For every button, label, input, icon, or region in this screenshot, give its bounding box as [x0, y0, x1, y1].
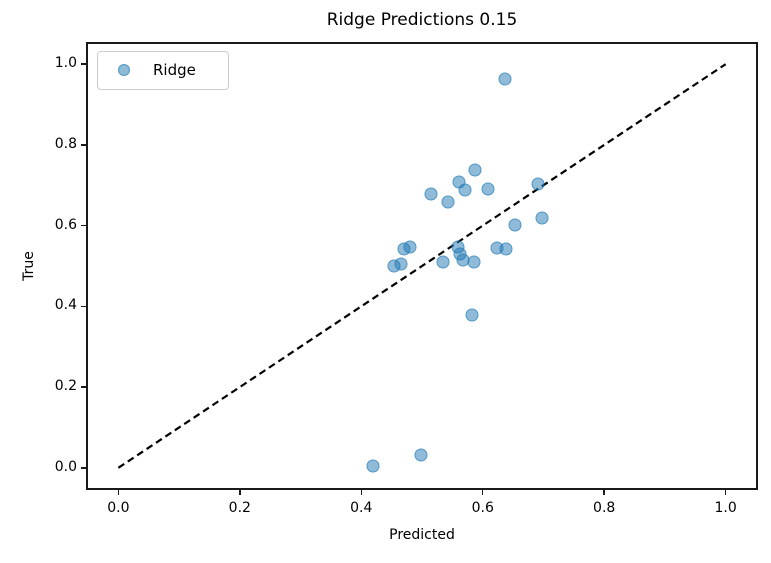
y-tick-label: 0.6 — [54, 216, 77, 233]
scatter-point — [424, 187, 438, 201]
chart-title: Ridge Predictions 0.15 — [326, 10, 518, 30]
scatter-point — [535, 211, 549, 225]
scatter-point — [481, 182, 495, 196]
scatter-point — [499, 242, 513, 256]
scatter-point — [441, 195, 454, 209]
x-tick-mark — [360, 490, 362, 495]
x-tick-label: 0.2 — [228, 500, 251, 516]
x-tick-mark — [482, 490, 484, 495]
scatter-point — [452, 175, 466, 189]
y-tick-label: 0.8 — [54, 135, 77, 152]
y-tick-label: 0.0 — [54, 458, 77, 475]
x-tick-mark — [239, 490, 241, 495]
scatter-point — [468, 163, 482, 177]
scatter-point — [531, 177, 545, 191]
x-tick-mark — [117, 490, 120, 495]
scatter-point — [394, 257, 408, 271]
legend-marker-icon — [118, 64, 130, 76]
x-tick-mark — [724, 490, 727, 495]
scatter-point — [414, 448, 428, 462]
x-tick-label: 0.0 — [107, 500, 130, 516]
x-tick-label: 1.0 — [714, 500, 737, 516]
y-tick-mark — [81, 63, 86, 65]
scatter-point — [465, 308, 479, 322]
x-tick-label: 0.6 — [471, 500, 494, 516]
y-tick-label: 0.4 — [54, 297, 77, 314]
y-tick-mark — [81, 305, 86, 308]
x-tick-label: 0.8 — [593, 500, 616, 516]
scatter-point — [508, 218, 522, 232]
legend: Ridge — [97, 51, 229, 90]
y-tick-mark — [81, 467, 86, 469]
scatter-point — [451, 240, 465, 254]
scatter-point — [403, 240, 417, 254]
x-axis-label: Predicted — [389, 527, 455, 543]
y-tick-mark — [81, 386, 86, 388]
legend-label: Ridge — [153, 61, 196, 79]
scatter-point — [498, 72, 512, 86]
identity-dashed-line — [117, 63, 727, 469]
y-tick-mark — [81, 144, 86, 146]
identity-line-layer — [117, 63, 727, 469]
plot-area: Ridge — [86, 42, 758, 490]
scatter-point — [436, 255, 450, 269]
scatter-point — [366, 459, 380, 473]
y-axis-label: True — [21, 251, 37, 281]
x-tick-mark — [603, 490, 605, 495]
y-tick-label: 0.2 — [54, 378, 77, 395]
y-tick-label: 1.0 — [54, 55, 77, 72]
scatter-point — [467, 255, 481, 269]
y-tick-mark — [81, 224, 86, 227]
x-tick-label: 0.4 — [350, 500, 373, 516]
